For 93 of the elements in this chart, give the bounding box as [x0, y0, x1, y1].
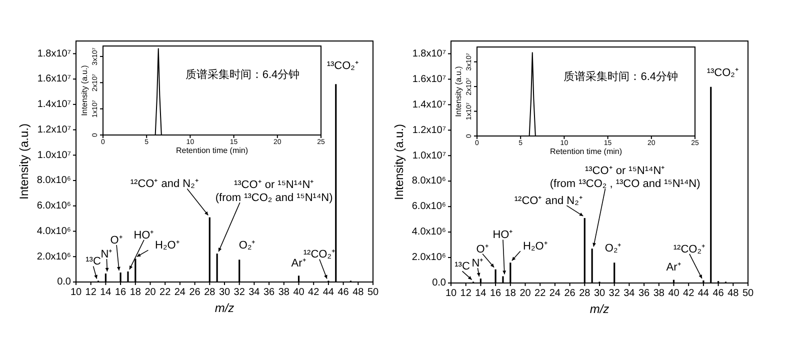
annotation: O⁺ [110, 234, 123, 246]
y-tick-label: 1.4x10⁷ [412, 99, 446, 110]
annotation: ¹²CO⁺ and N₂⁺ [130, 178, 199, 190]
y-tick-label: 1.8x10⁷ [412, 48, 446, 60]
y-tick-label: 1.2x10⁷ [37, 124, 72, 136]
annotation: HO⁺ [492, 229, 514, 242]
annotation: ¹³C [454, 260, 470, 273]
x-tick-label: 20 [520, 288, 532, 299]
annotation: 质谱采集时间：6.4分钟 [185, 68, 300, 81]
x-tick-label: 20 [144, 287, 156, 298]
annotation: Ar⁺ [291, 258, 306, 270]
x-tick-label: 48 [352, 287, 364, 298]
x-tick-label: 36 [638, 288, 650, 299]
x-tick-label: 14 [475, 288, 487, 299]
x-tick-label: 42 [308, 287, 320, 298]
annotation: Ar⁺ [666, 262, 682, 274]
x-tick-label: 50 [367, 287, 379, 298]
x-tick-label: 16 [114, 287, 127, 298]
y-tick-label: 1.0x10⁷ [37, 150, 72, 161]
x-tick-label: 46 [338, 287, 350, 298]
x-tick-label: 38 [278, 287, 290, 298]
y-tick-label: 1.6x10⁷ [37, 74, 72, 85]
y-tick-label: 1.4x10⁷ [37, 99, 72, 110]
x-tick-label: 10 [445, 288, 457, 299]
x-tick-label: 34 [248, 287, 260, 298]
annotation: O⁺ [476, 243, 489, 256]
annotation: H₂O⁺ [155, 240, 180, 252]
annotation: N⁺ [472, 257, 484, 270]
x-tick-label: 46 [712, 288, 724, 299]
x-tick-label: 22 [534, 288, 546, 299]
x-tick-label: 16 [490, 288, 502, 299]
annotation: O₂⁺ [238, 240, 256, 252]
annotation: ¹³CO⁺ or ¹⁵N¹⁴N⁺ (from ¹³CO₂ , ¹³CO and ¹⁵N¹⁴N) [550, 165, 700, 190]
y-axis-title: Intensity (a.u.) [392, 124, 406, 200]
annotation: ¹³C [86, 256, 101, 268]
x-tick-label: 48 [728, 288, 740, 299]
x-tick-label: 42 [683, 288, 695, 299]
y-tick-label: 1.2x10⁷ [412, 124, 446, 136]
annotation: ¹³CO⁺ or ¹⁵N¹⁴N⁺ (from ¹³CO₂ and ¹⁵N¹⁴N) [215, 178, 333, 204]
x-tick-label: 38 [653, 288, 665, 299]
x-tick-label: 12 [460, 288, 472, 299]
y-axis-title: Intensity (a.u.) [80, 64, 89, 116]
x-tick-label: 44 [698, 288, 710, 299]
x-tick-label: 18 [130, 287, 142, 298]
y-axis-title: Intensity (a.u.) [17, 123, 31, 200]
x-tick-label: 26 [189, 287, 201, 298]
x-tick-label: 28 [204, 287, 216, 298]
annotation: ¹²CO⁺ and N₂⁺ [514, 194, 583, 207]
x-tick-label: 32 [234, 287, 246, 298]
x-tick-label: 30 [218, 287, 230, 298]
annotation: N⁺ [100, 248, 113, 260]
y-tick-label: 6.0x10⁶ [36, 200, 71, 212]
annotation: HO⁺ [134, 229, 154, 242]
y-tick-label: 1.6x10⁷ [412, 74, 446, 85]
x-tick-label: 44 [322, 287, 334, 298]
y-tick-label: 1.0x10⁷ [412, 150, 446, 162]
x-axis-title: Retention time (min) [176, 146, 248, 155]
x-tick-label: 14 [100, 287, 112, 298]
x-axis-title: Retention time (min) [550, 147, 622, 156]
x-axis-title: m/z [214, 301, 234, 315]
x-tick-label: 36 [263, 287, 276, 298]
x-tick-label: 40 [668, 288, 680, 299]
y-tick-label: 2.0x10⁶ [36, 251, 71, 262]
y-tick-label: 0.0 [57, 276, 72, 288]
y-axis-title: Intensity (a.u.) [454, 66, 463, 117]
x-tick-label: 10 [70, 287, 82, 298]
x-tick-label: 40 [293, 287, 305, 298]
x-tick-label: 26 [564, 288, 576, 299]
x-tick-label: 30 [594, 288, 606, 299]
y-tick-label: 1.8x10⁷ [37, 48, 72, 60]
x-tick-label: 18 [504, 288, 516, 299]
annotation: O₂⁺ [604, 242, 622, 255]
y-tick-label: 8.0x10⁶ [412, 176, 446, 187]
x-tick-label: 32 [608, 288, 620, 299]
x-axis-title: m/z [590, 302, 610, 316]
y-tick-label: 2.0x10⁶ [412, 252, 446, 264]
annotation: ¹³CO₂⁺ [326, 60, 359, 72]
annotation: H₂O⁺ [523, 240, 548, 253]
x-tick-label: 34 [624, 288, 636, 299]
x-tick-label: 28 [579, 288, 591, 299]
x-tick-label: 22 [160, 287, 172, 298]
annotation: 质谱采集时间：6.4分钟 [564, 70, 678, 83]
x-tick-label: 12 [85, 287, 97, 298]
y-tick-label: 8.0x10⁶ [36, 175, 71, 186]
x-tick-label: 24 [174, 287, 186, 298]
annotation: ¹³CO₂⁺ [706, 66, 739, 79]
annotation: ¹²CO₂⁺ [673, 243, 706, 256]
x-tick-label: 24 [549, 288, 561, 299]
y-tick-label: 4.0x10⁶ [412, 226, 446, 238]
y-tick-label: 0.0 [432, 278, 446, 289]
y-tick-label: 4.0x10⁶ [36, 226, 71, 237]
x-tick-label: 50 [742, 288, 754, 299]
y-tick-label: 6.0x10⁶ [412, 201, 446, 212]
